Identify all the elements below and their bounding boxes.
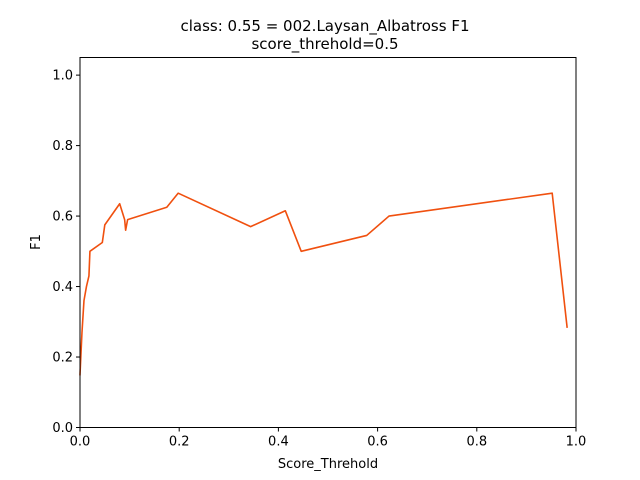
axes-frame — [79, 57, 577, 428]
y-tick-label: 0.2 — [52, 351, 73, 366]
x-tick-label: 1.0 — [566, 435, 587, 450]
x-tick-label: 0.0 — [70, 435, 91, 450]
x-axis-ticks: 0.0 0.2 0.4 0.6 0.8 1.0 — [70, 427, 587, 450]
y-tick-label: 0.0 — [52, 421, 73, 436]
x-tick-label: 0.8 — [466, 435, 487, 450]
chart-subtitle: score_threhold=0.5 — [251, 35, 398, 54]
x-axis-label: Score_Threhold — [278, 457, 378, 472]
chart-title: class: 0.55 = 002.Laysan_Albatross F1 — [180, 17, 469, 36]
y-tick-label: 0.4 — [52, 280, 73, 295]
x-tick-label: 0.6 — [367, 435, 388, 450]
y-tick-label: 0.6 — [52, 210, 73, 225]
x-tick-label: 0.4 — [268, 435, 289, 450]
plot-area — [79, 57, 577, 428]
y-axis-ticks: 0.0 0.2 0.4 0.6 0.8 1.0 — [52, 69, 80, 436]
series-line-0 — [79, 192, 568, 376]
y-tick-label: 1.0 — [52, 69, 73, 84]
y-axis-label: F1 — [29, 234, 44, 250]
y-tick-label: 0.8 — [52, 139, 73, 154]
series-layer — [79, 192, 568, 376]
x-tick-label: 0.2 — [169, 435, 190, 450]
